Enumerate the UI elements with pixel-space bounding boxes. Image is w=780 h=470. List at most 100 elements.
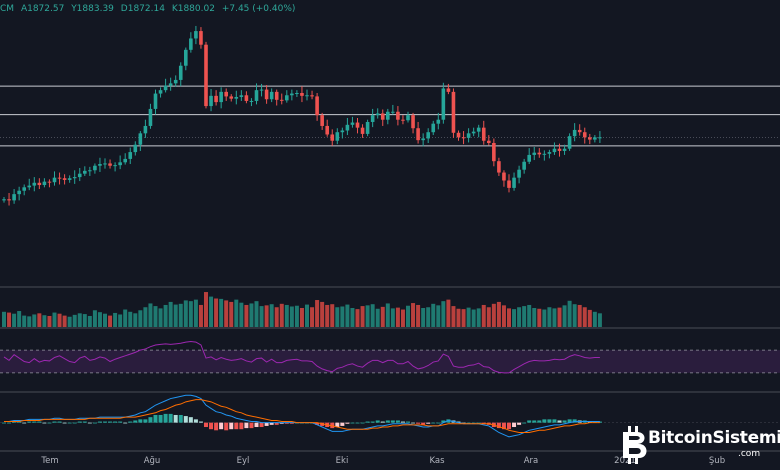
volume-bar [411, 303, 416, 327]
volume-bar [456, 308, 461, 327]
volume-bar [52, 312, 57, 327]
x-tick-label: Tem [40, 456, 58, 466]
volume-bar [274, 307, 279, 327]
volume-bar [42, 315, 47, 327]
volume-bar [188, 301, 193, 327]
volume-bar [148, 303, 153, 327]
candle-body [290, 93, 294, 96]
candle-body [461, 137, 466, 139]
macd-histogram-bar [7, 422, 12, 424]
volume-bar [360, 306, 365, 327]
candle-body [577, 129, 582, 133]
close-value: K1880.02 [171, 4, 215, 14]
volume-bar [542, 309, 547, 327]
rsi-line [3, 341, 600, 374]
volume-bar [496, 301, 501, 327]
volume-bar [305, 304, 309, 327]
macd-histogram-bar [284, 422, 289, 424]
macd-histogram-bar [466, 422, 471, 424]
volume-bar [426, 307, 431, 327]
candle-body [163, 85, 168, 91]
macd-histogram-bar [517, 422, 522, 425]
macd-histogram-bar [426, 422, 431, 424]
macd-histogram-bar [27, 421, 32, 423]
volume-bar [62, 315, 67, 327]
candle-body [103, 163, 107, 165]
candle-body [219, 91, 223, 103]
candle-body [476, 127, 481, 132]
macd-histogram-bar [390, 420, 395, 423]
volume-bar [108, 315, 113, 327]
candle-body [426, 132, 430, 139]
macd-histogram-bar [315, 422, 320, 425]
candle-body [507, 180, 511, 188]
candle-body [158, 90, 163, 94]
volume-bar [259, 306, 264, 327]
high-value: Y1883.39 [71, 4, 114, 14]
macd-histogram-bar [527, 420, 532, 423]
macd-histogram-bar [522, 422, 527, 424]
volume-bar [421, 308, 426, 327]
volume-bar [390, 308, 395, 327]
volume-bar [507, 308, 511, 327]
volume-bar [476, 308, 481, 327]
price-pane[interactable] [0, 25, 780, 288]
macd-histogram-bar [204, 422, 208, 428]
candle-body [285, 95, 289, 101]
macd-histogram-bar [385, 420, 390, 423]
x-tick-label: Kas [429, 456, 445, 466]
macd-histogram-bar [532, 420, 537, 423]
candle-body [7, 199, 11, 201]
x-tick-label: 2021 [614, 456, 636, 466]
macd-histogram-bar [108, 421, 113, 423]
macd-histogram-bar [229, 422, 234, 430]
brand-watermark: BitcoinSistemi .com [618, 424, 780, 468]
macd-histogram-bar [188, 417, 193, 423]
macd-histogram-bar [370, 421, 375, 423]
candle-body [456, 132, 461, 138]
candle-body [133, 144, 138, 153]
macd-histogram-bar [173, 414, 178, 423]
volume-bar [557, 307, 562, 327]
candle-body [204, 44, 208, 107]
volume-bar [501, 305, 506, 327]
macd-histogram-bar [183, 416, 188, 423]
macd-histogram-bar [592, 421, 597, 423]
ohlc-legend: CM A1872.57 Y1883.39 D1872.14 K1880.02 +… [0, 4, 299, 14]
candle-body [189, 38, 193, 50]
low-value: D1872.14 [120, 4, 165, 14]
volume-bar [209, 296, 214, 327]
x-tick-label: Şub [709, 456, 725, 466]
macd-histogram-bar [289, 422, 294, 424]
volume-bar [153, 306, 158, 327]
macd-histogram-bar [547, 419, 552, 423]
signal-line [4, 399, 600, 433]
volume-bar [320, 301, 325, 327]
macd-histogram-bar [597, 421, 602, 423]
candle-body [12, 194, 16, 201]
macd-histogram-bar [431, 422, 436, 424]
macd-histogram-bar [496, 422, 501, 429]
candle-body [446, 88, 451, 92]
candle-body [108, 163, 112, 166]
volume-bar [17, 311, 22, 327]
candle-body [588, 137, 592, 140]
candle-body [259, 89, 264, 91]
volume-bar [310, 307, 315, 327]
macd-histogram-bar [224, 422, 229, 431]
candle-body [17, 190, 21, 195]
macd-histogram-bar [123, 422, 128, 424]
volume-bar [173, 304, 178, 327]
candle-body [325, 125, 329, 135]
volume-bar [572, 304, 577, 327]
macd-histogram-bar [193, 419, 198, 423]
macd-histogram-bar [330, 422, 335, 429]
macd-histogram-bar [446, 419, 451, 423]
macd-histogram-bar [118, 421, 123, 423]
volume-pane [0, 292, 780, 329]
candle-body [598, 137, 602, 139]
volume-bar [451, 306, 456, 327]
volume-bar [370, 304, 375, 327]
macd-histogram-bar [441, 420, 446, 423]
